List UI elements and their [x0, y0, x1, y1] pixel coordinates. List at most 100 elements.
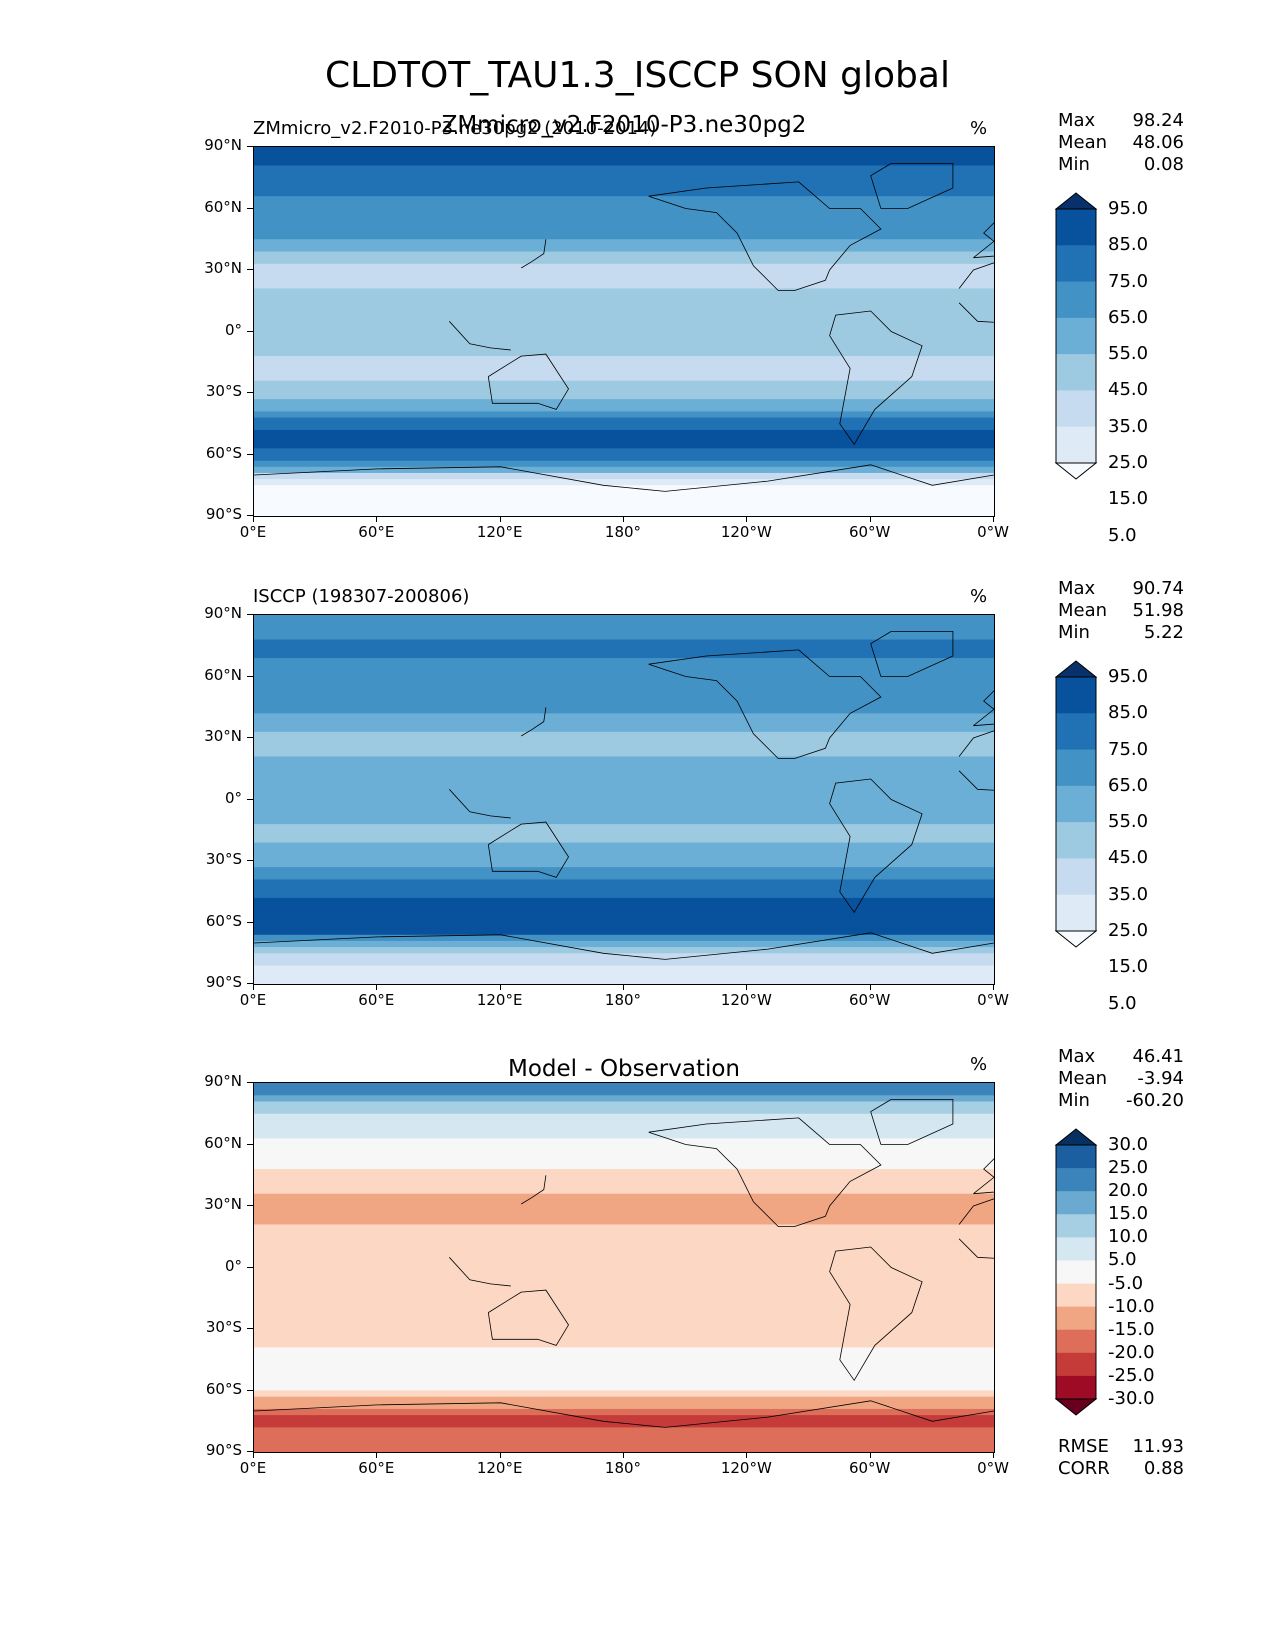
- x-tick-label: 60°W: [848, 1459, 891, 1477]
- field-band: [254, 1113, 994, 1121]
- units-label: %: [970, 118, 988, 139]
- field-band: [254, 454, 994, 462]
- field-band: [254, 719, 994, 727]
- field-band: [254, 165, 994, 173]
- field-band: [254, 947, 994, 954]
- map-svg: [254, 615, 994, 984]
- field-band: [254, 824, 994, 831]
- field-band: [254, 897, 994, 905]
- panel-reference: ISCCP (198307-200806) % 90°N 60°N 30°N 0° 30…: [0, 578, 1275, 1038]
- field-band: [254, 940, 994, 948]
- field-band: [254, 1365, 994, 1373]
- y-tick-mark: [247, 515, 253, 516]
- field-band: [254, 442, 994, 449]
- y-tick-mark: [247, 798, 253, 800]
- field-band: [254, 682, 994, 690]
- colorbar-segment: [1056, 713, 1096, 751]
- field-band: [254, 1206, 994, 1213]
- x-tick-label: 120°E: [476, 991, 523, 1009]
- field-band: [254, 1107, 994, 1115]
- y-tick-label: 0°: [224, 320, 242, 339]
- field-band: [254, 448, 994, 456]
- colorbar-segment: [1056, 426, 1096, 464]
- field-band: [254, 319, 994, 326]
- coastline: [254, 932, 994, 960]
- field-band: [254, 1316, 994, 1324]
- field-band: [254, 331, 994, 339]
- field-band: [254, 1218, 994, 1226]
- x-tick-mark: [746, 516, 748, 522]
- field-band: [254, 861, 994, 868]
- field-band: [254, 1101, 994, 1109]
- units-label: %: [970, 1054, 988, 1075]
- field-band: [254, 1445, 994, 1452]
- x-tick-mark: [253, 1452, 254, 1458]
- x-tick-mark: [253, 984, 254, 990]
- field-band: [254, 922, 994, 930]
- field-band: [254, 294, 994, 302]
- colorbar-segment: [1056, 1352, 1096, 1377]
- field-band: [254, 214, 994, 222]
- stat-row: Min 0.08: [1058, 154, 1184, 176]
- y-tick-label: 30°N: [204, 727, 242, 745]
- x-tick-mark: [993, 984, 994, 990]
- field-band: [254, 1138, 994, 1146]
- colorbar-tick-label: 5.0: [1108, 524, 1137, 546]
- field-band: [254, 509, 994, 516]
- panel-title-left: ISCCP (198307-200806): [253, 586, 470, 607]
- colorbar-tick-label: 25.0: [1108, 920, 1149, 941]
- y-tick-mark: [247, 1266, 253, 1268]
- panel-title-left: ZMmicro_v2.F2010-P3.ne30pg2 (2010-2014): [253, 118, 657, 139]
- field-band: [254, 1384, 994, 1392]
- field-band: [254, 848, 994, 856]
- field-band: [254, 707, 994, 714]
- y-tick-mark: [247, 614, 253, 615]
- field-band: [254, 491, 994, 499]
- stat-label: Max: [1058, 578, 1096, 599]
- field-band: [254, 1378, 994, 1385]
- figure-title: CLDTOT_TAU1.3_ISCCP SON global: [325, 55, 950, 96]
- field-band: [254, 1341, 994, 1349]
- field-band: [254, 1199, 994, 1207]
- field-band: [254, 147, 994, 154]
- field-band: [254, 263, 994, 271]
- colorbar-extend-bottom: [1055, 462, 1097, 480]
- stat-value: 0.08: [1143, 154, 1184, 175]
- field-band: [254, 171, 994, 179]
- y-tick-label: 30°N: [204, 259, 242, 277]
- colorbar-svg: [1055, 192, 1097, 480]
- field-band: [254, 1162, 994, 1170]
- stat-value: 98.24: [1132, 110, 1184, 131]
- y-tick-mark: [247, 921, 253, 923]
- stat-label: Min: [1058, 154, 1090, 175]
- x-tick-mark: [623, 516, 624, 522]
- x-tick-mark: [376, 984, 378, 990]
- field-band: [254, 1421, 994, 1428]
- field-band: [254, 423, 994, 431]
- stats-block: Max 90.74 Mean 51.98 Min 5.22: [1058, 578, 1184, 644]
- field-band: [254, 190, 994, 197]
- colorbar-tick-label: 25.0: [1108, 1157, 1149, 1179]
- stat-value: 51.98: [1132, 600, 1184, 621]
- y-tick-label: 60°S: [205, 443, 242, 462]
- colorbar-tick-label: 30.0: [1108, 1134, 1149, 1155]
- colorbar-tick-label: 95.0: [1108, 666, 1149, 687]
- field-band: [254, 891, 994, 899]
- colorbar-tick-label: 95.0: [1108, 198, 1149, 219]
- field-band: [254, 842, 994, 850]
- field-band: [254, 257, 994, 265]
- y-tick-mark: [247, 675, 253, 677]
- field-band: [254, 313, 994, 320]
- coastline: [648, 181, 882, 291]
- colorbar-tick-label: 15.0: [1108, 956, 1149, 978]
- coastline: [520, 1175, 547, 1205]
- coastline: [829, 310, 923, 446]
- field-band: [254, 417, 994, 425]
- field-band: [254, 817, 994, 825]
- y-tick-label: 90°S: [205, 1441, 242, 1459]
- field-band: [254, 239, 994, 246]
- field-band: [254, 1132, 994, 1139]
- field-band: [254, 774, 994, 782]
- map-svg: [254, 1083, 994, 1452]
- field-band: [254, 787, 994, 794]
